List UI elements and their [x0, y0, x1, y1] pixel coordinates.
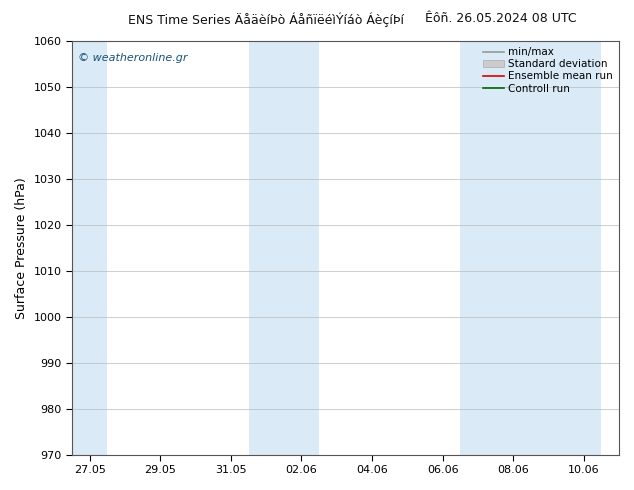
Text: ENS Time Series ÄåäèíÞò ÁåñïëéìÝíáò ÁèçíÞí: ENS Time Series ÄåäèíÞò ÁåñïëéìÝíáò Áèçí… — [128, 12, 404, 27]
Legend: min/max, Standard deviation, Ensemble mean run, Controll run: min/max, Standard deviation, Ensemble me… — [479, 43, 617, 98]
Y-axis label: Surface Pressure (hPa): Surface Pressure (hPa) — [15, 177, 28, 318]
Text: Êôñ. 26.05.2024 08 UTC: Êôñ. 26.05.2024 08 UTC — [425, 12, 577, 25]
Bar — [460, 41, 602, 455]
Text: © weatheronline.gr: © weatheronline.gr — [77, 53, 187, 64]
Bar — [249, 41, 319, 455]
Bar — [72, 41, 107, 455]
